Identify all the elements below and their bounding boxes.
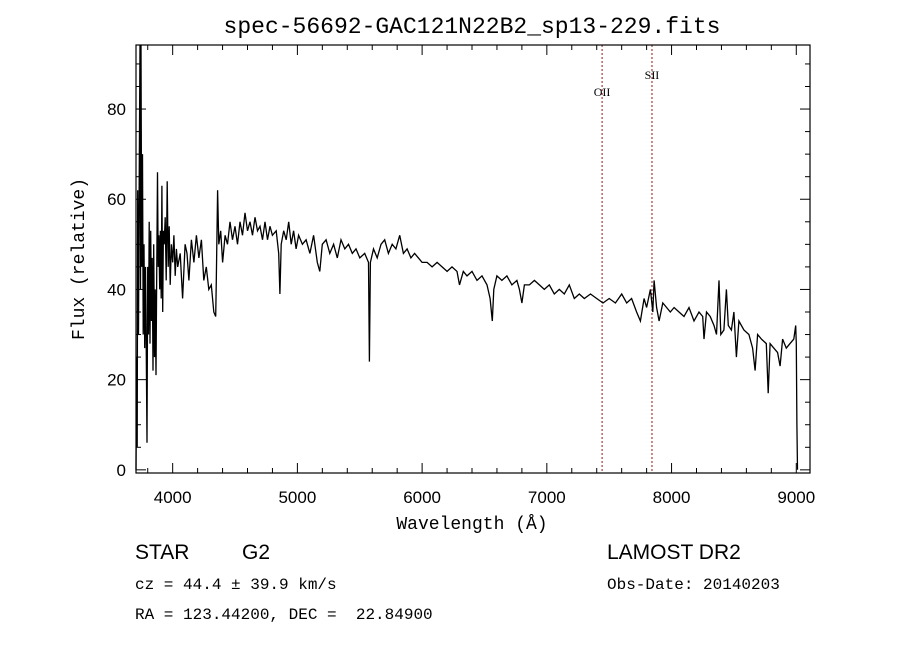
axes: 4000 5000 6000 7000 8000 9000 0 20 40 60 80 <box>107 45 815 507</box>
object-subclass: G2 <box>242 541 270 564</box>
obs-date: Obs-Date: 20140203 <box>607 576 780 594</box>
line-markers: OII SII <box>594 45 660 473</box>
y-tick-label: 20 <box>107 371 126 390</box>
x-tick-label: 6000 <box>403 488 441 507</box>
object-class: STAR <box>135 541 189 564</box>
y-tick-label: 0 <box>117 461 126 480</box>
survey-name: LAMOST DR2 <box>607 541 741 564</box>
spectrum-line <box>135 44 799 470</box>
x-axis-label: Wavelength (Å) <box>396 514 547 535</box>
x-tick-label: 8000 <box>653 488 691 507</box>
x-tick-label: 4000 <box>154 488 192 507</box>
x-tick-label: 5000 <box>278 488 316 507</box>
line-marker-label: OII <box>594 85 611 99</box>
y-tick-label: 60 <box>107 190 126 209</box>
x-tick-label: 7000 <box>528 488 566 507</box>
plot-frame <box>135 44 811 474</box>
coordinates-text: RA = 123.44200, DEC = 22.84900 <box>135 606 433 624</box>
line-marker-label: SII <box>645 68 660 82</box>
x-tick-label: 9000 <box>777 488 815 507</box>
y-tick-label: 80 <box>107 100 126 119</box>
redshift-text: cz = 44.4 ± 39.9 km/s <box>135 576 337 594</box>
y-tick-label: 40 <box>107 280 126 299</box>
y-axis-label: Flux (relative) <box>70 178 90 340</box>
chart-title: spec-56692-GAC121N22B2_sp13-229.fits <box>224 14 721 40</box>
